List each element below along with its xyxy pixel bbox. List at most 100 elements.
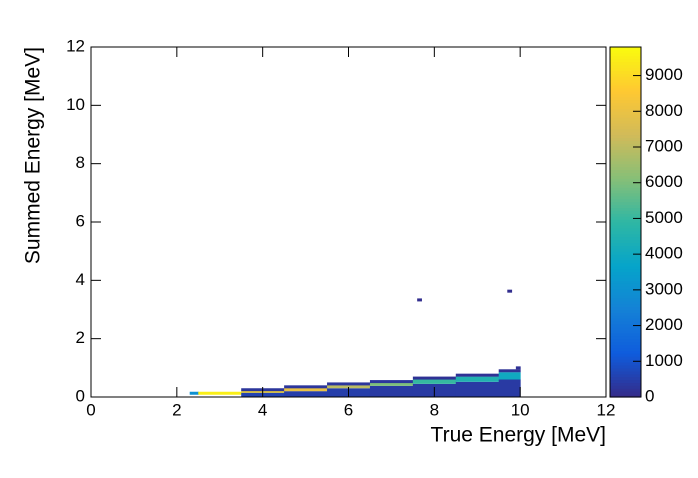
heatmap-cell	[189, 391, 199, 395]
colorbar-step	[610, 172, 641, 176]
colorbar-step	[610, 318, 641, 322]
heatmap-cell	[369, 382, 414, 386]
colorbar-step	[610, 111, 641, 115]
colorbar-step	[610, 187, 641, 191]
colorbar-step	[610, 61, 641, 66]
colorbar-step	[610, 294, 641, 299]
y-tick-label: 2	[76, 328, 85, 347]
colorbar-step	[610, 271, 641, 276]
colorbar-step	[610, 184, 641, 188]
colorbar-step	[610, 140, 641, 144]
colorbar-step	[610, 233, 641, 238]
heatmap-cell	[455, 373, 500, 377]
colorbar-step	[610, 248, 641, 252]
colorbar-step	[610, 210, 641, 214]
heatmap-cell	[498, 379, 521, 397]
colorbar-step	[610, 327, 641, 331]
colorbar-step	[610, 166, 641, 171]
colorbar-step	[610, 175, 641, 179]
colorbar-step	[610, 338, 641, 343]
colorbar-step	[610, 373, 641, 378]
colorbar-step	[610, 219, 641, 223]
colorbar-step	[610, 367, 641, 372]
colorbar-step	[610, 376, 641, 381]
colorbar-step	[610, 297, 641, 302]
colorbar-step	[610, 154, 641, 159]
colorbar-step	[610, 47, 641, 51]
colorbar-step	[610, 239, 641, 244]
colorbar-step	[610, 257, 641, 261]
colorbar-tick-label: 9000	[645, 65, 683, 84]
colorbar-tick-label: 5000	[645, 208, 683, 227]
colorbar-step	[610, 370, 641, 375]
colorbar-step	[610, 137, 641, 141]
colorbar-step	[610, 382, 641, 386]
heatmap-cell	[284, 387, 328, 392]
colorbar-step	[610, 125, 641, 130]
x-axis-title: True Energy [MeV]	[431, 424, 606, 447]
colorbar-step	[610, 359, 641, 363]
heatmap-cell	[327, 384, 371, 389]
colorbar-step	[610, 204, 641, 209]
colorbar-step	[610, 283, 641, 287]
heatmap-cell	[327, 382, 371, 386]
heatmap-cell	[455, 376, 500, 382]
heatmap-cell	[284, 391, 328, 397]
colorbar-step	[610, 178, 641, 182]
colorbar-tick-label: 8000	[645, 101, 683, 120]
colorbar-step	[610, 362, 641, 366]
colorbar-step	[610, 99, 641, 104]
colorbar-step	[610, 216, 641, 220]
colorbar-step	[610, 143, 641, 147]
colorbar-step	[610, 332, 641, 337]
colorbar-step	[610, 149, 641, 153]
colorbar-step	[610, 67, 641, 71]
y-tick-label: 4	[76, 270, 85, 289]
colorbar-step	[610, 84, 641, 89]
y-axis-title: Summed Energy [MeV]	[22, 47, 45, 264]
colorbar-step	[610, 114, 641, 118]
colorbar-step	[610, 73, 641, 77]
colorbar-tick-label: 2000	[645, 315, 683, 334]
colorbar-step	[610, 289, 641, 293]
colorbar-step	[610, 201, 641, 206]
colorbar-step	[610, 245, 641, 249]
colorbar-step	[610, 347, 641, 351]
heatmap-cell	[417, 298, 422, 302]
y-tick-label: 8	[76, 153, 85, 172]
colorbar-step	[610, 157, 641, 162]
y-tick-label: 6	[76, 211, 85, 230]
colorbar-step	[610, 227, 641, 232]
colorbar-step	[610, 76, 641, 80]
y-tick-label: 0	[76, 386, 85, 405]
colorbar-step	[610, 131, 641, 136]
heatmap-cell	[515, 366, 521, 370]
heatmap-cell	[284, 385, 328, 389]
colorbar-step	[610, 344, 641, 349]
colorbar-step	[610, 356, 641, 360]
x-tick-label: 12	[597, 400, 616, 419]
colorbar-step	[610, 315, 641, 319]
heatmap-cell	[412, 376, 457, 380]
heatmap-cell	[369, 385, 414, 397]
colorbar-step	[610, 259, 641, 264]
colorbar-step	[610, 388, 641, 392]
colorbar-tick-label: 1000	[645, 351, 683, 370]
heatmap-cell	[498, 372, 521, 380]
colorbar-step	[610, 265, 641, 270]
colorbar-tick-label: 0	[645, 386, 654, 405]
colorbar-tick-label: 7000	[645, 136, 683, 155]
colorbar-step	[610, 335, 641, 340]
colorbar-step	[610, 350, 641, 354]
colorbar-step	[610, 385, 641, 389]
colorbar-step	[610, 306, 641, 311]
colorbar-step	[610, 364, 641, 369]
colorbar-step	[610, 160, 641, 165]
colorbar-step	[610, 341, 641, 346]
colorbar-step	[610, 262, 641, 267]
colorbar-step	[610, 93, 641, 98]
colorbar-step	[610, 242, 641, 246]
colorbar-step	[610, 230, 641, 235]
colorbar-frame	[609, 46, 642, 398]
colorbar-step	[610, 134, 641, 139]
